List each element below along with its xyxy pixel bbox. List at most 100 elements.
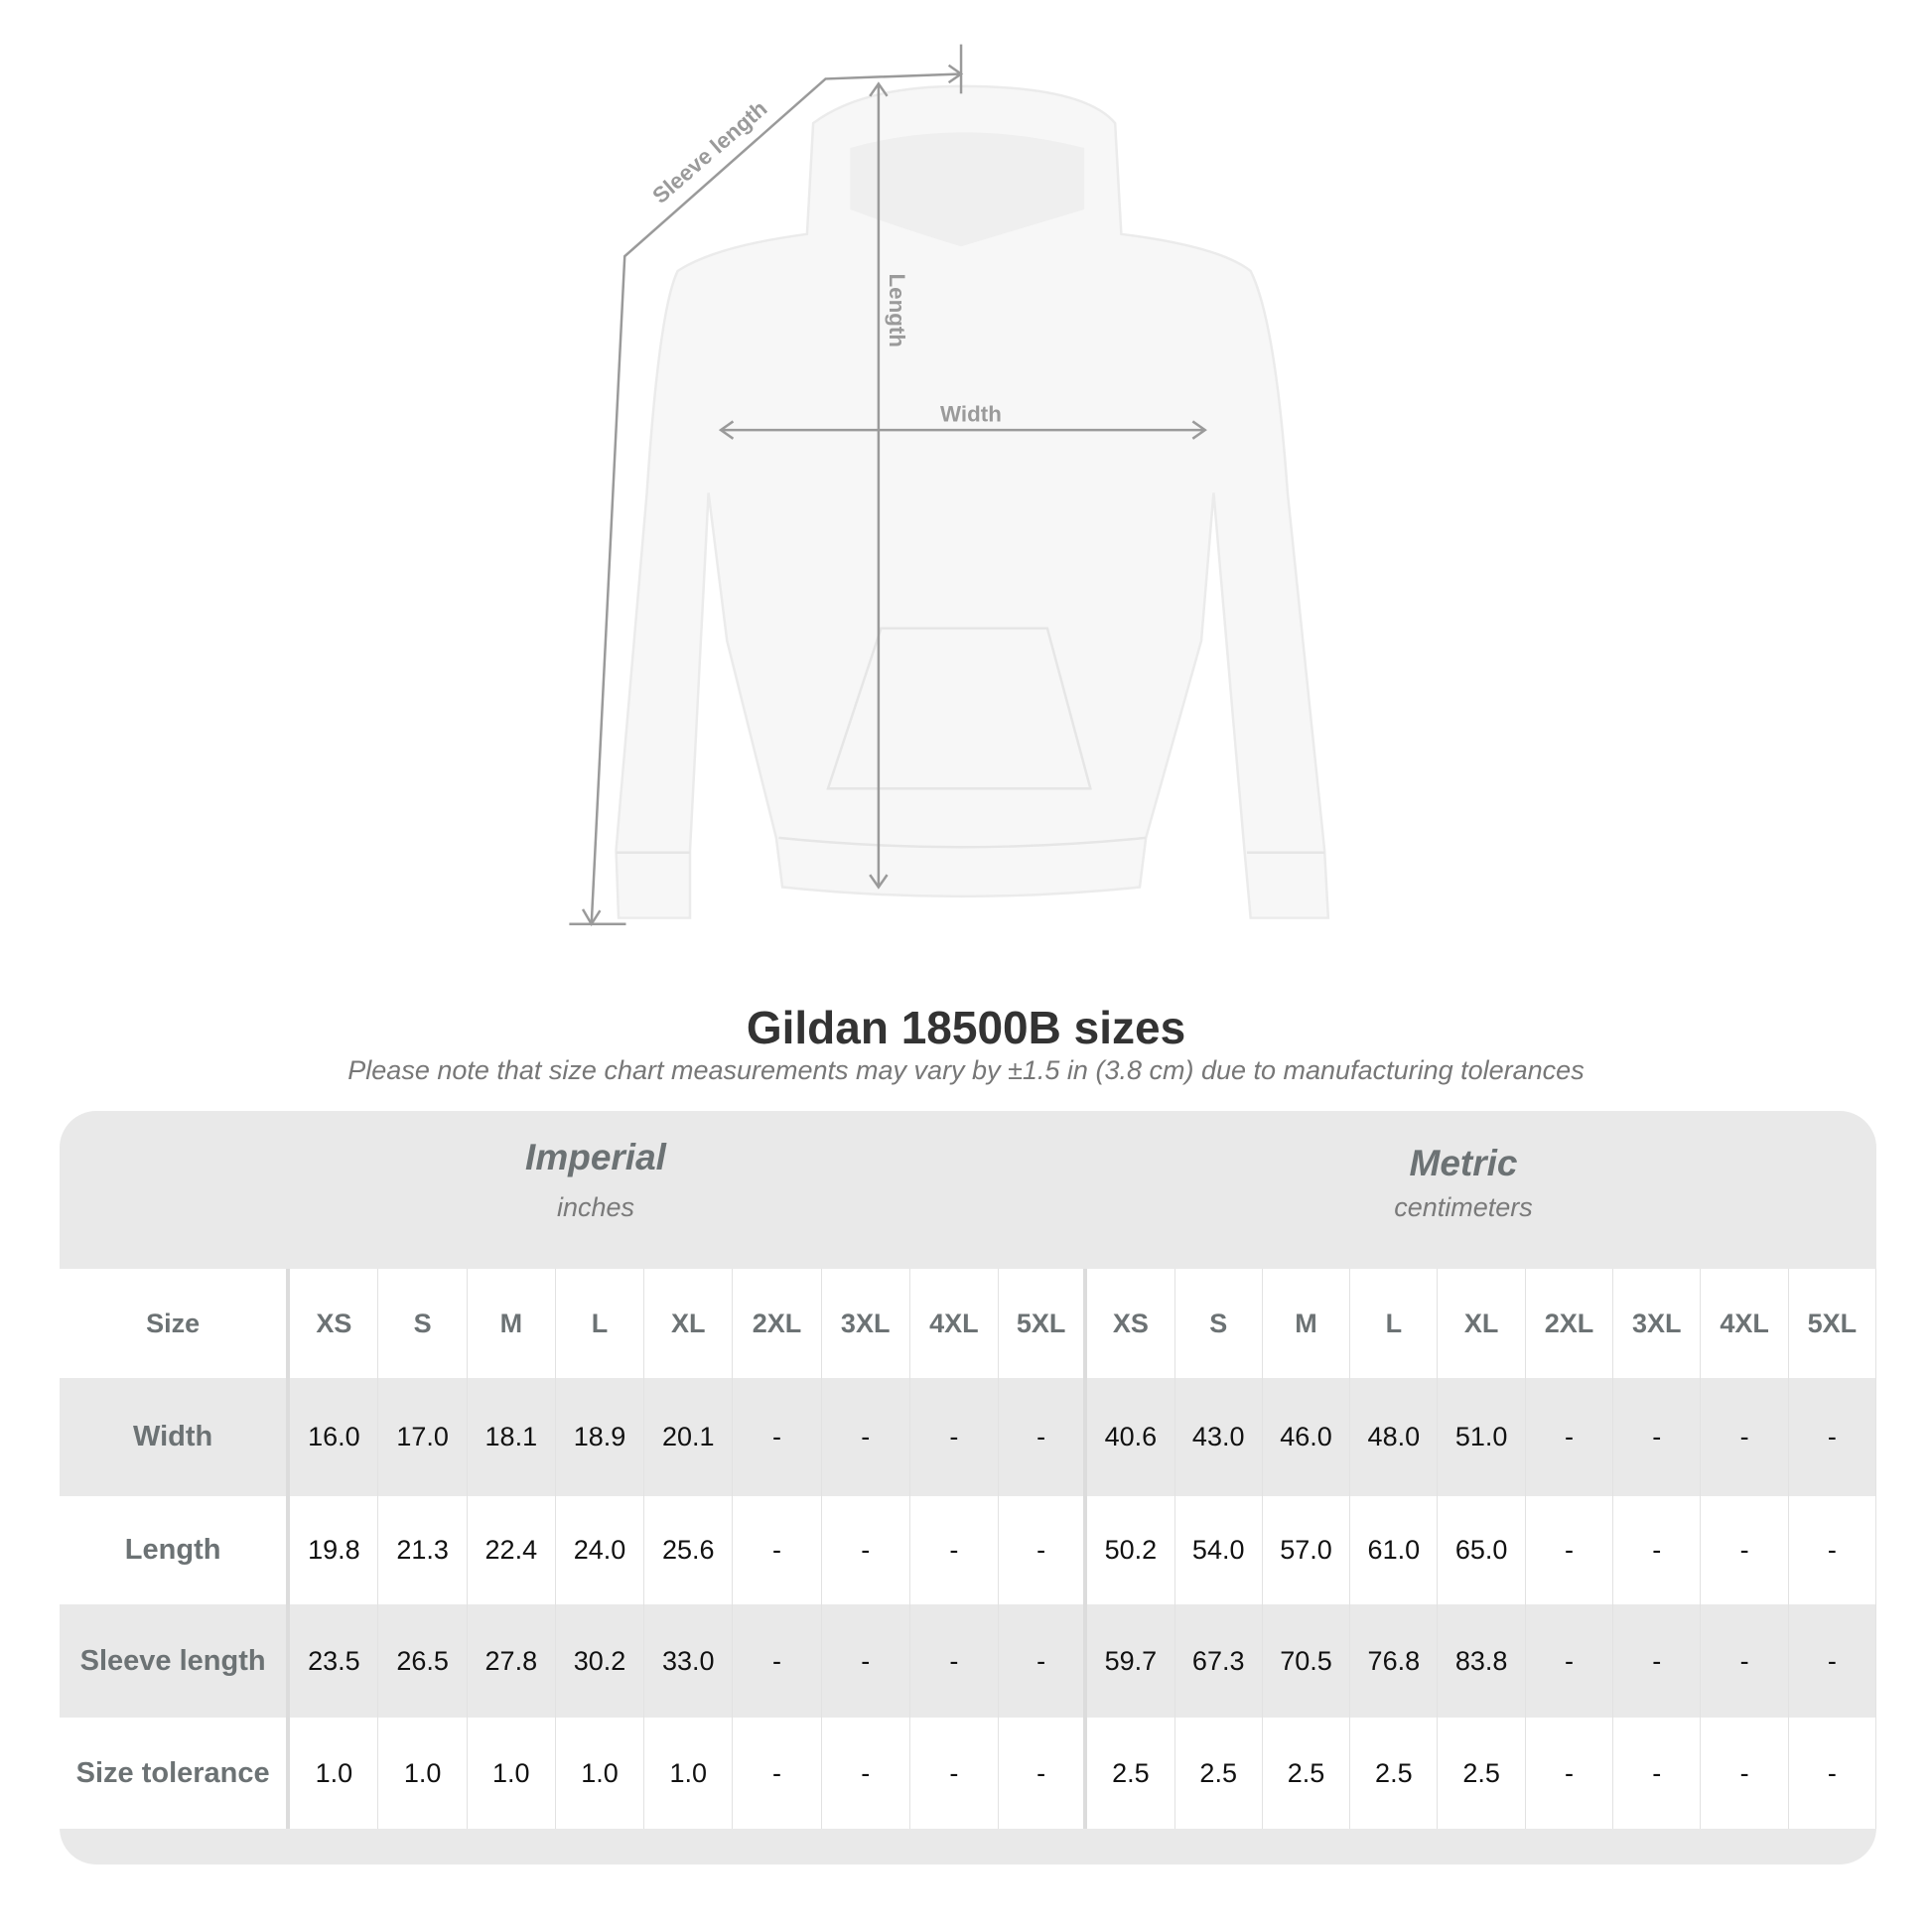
metric-size-header: 5XL [1789,1269,1876,1378]
metric-value: - [1526,1604,1614,1718]
imperial-value: 21.3 [378,1496,468,1604]
metric-value: - [1613,1604,1702,1718]
metric-value: 76.8 [1350,1604,1439,1718]
imperial-header: Imperial inches [298,1137,894,1223]
metric-value: - [1701,1496,1789,1604]
imperial-value: 1.0 [468,1718,556,1829]
metric-value: 2.5 [1087,1718,1175,1829]
imperial-value: - [999,1496,1088,1604]
metric-value: - [1789,1378,1876,1496]
imperial-value: - [822,1604,910,1718]
imperial-value: 1.0 [290,1718,379,1829]
metric-size-header: S [1175,1269,1263,1378]
metric-size-header: XS [1087,1269,1175,1378]
imperial-value: 1.0 [644,1718,734,1829]
metric-value: 67.3 [1175,1604,1263,1718]
imperial-value: - [910,1604,1000,1718]
metric-value: 2.5 [1175,1718,1263,1829]
table-row: Width 16.0 17.0 18.1 18.9 20.1- - - -40.6 43.0 46.… [60,1378,1876,1496]
imperial-size-header: 2XL [733,1269,822,1378]
imperial-value: 27.8 [468,1604,556,1718]
imperial-value: 22.4 [468,1496,556,1604]
hoodie-illustration [615,84,1330,919]
size-header-row: Size XS S M L XL 2XL 3XL 4XL 5XL XS S M L XL 2XL 3XL 4XL 5… [60,1269,1876,1378]
metric-value: - [1526,1718,1614,1829]
imperial-value: 30.2 [556,1604,645,1718]
row-label: Sleeve length [60,1604,291,1718]
imperial-size-header: XL [644,1269,734,1378]
imperial-value: - [999,1718,1088,1829]
imperial-value: 20.1 [644,1378,734,1496]
metric-value: - [1613,1496,1702,1604]
metric-value: 54.0 [1175,1496,1263,1604]
metric-value: - [1526,1378,1614,1496]
metric-value: 50.2 [1087,1496,1175,1604]
metric-header: Metric centimeters [1166,1143,1761,1223]
length-label: Length [885,274,909,347]
imperial-size-header: 3XL [822,1269,910,1378]
imperial-value: - [822,1496,910,1604]
imperial-size-header: L [556,1269,645,1378]
metric-value: - [1701,1378,1789,1496]
metric-value: 61.0 [1350,1496,1439,1604]
imperial-value: - [822,1378,910,1496]
imperial-size-header: M [468,1269,556,1378]
imperial-size-header: S [378,1269,468,1378]
table-row: Size tolerance 1.0 1.0 1.0 1.0 1.0- - - -2.5 2.5 2… [60,1718,1876,1829]
imperial-value: - [999,1604,1088,1718]
table-row: Length 19.8 21.3 22.4 24.0 25.6- - - -50.2 54.0 57… [60,1496,1876,1604]
hoodie-diagram: Sleeve length Length Width [569,44,1330,927]
imperial-value: - [910,1718,1000,1829]
page-title: Gildan 18500B sizes [746,1002,1186,1053]
row-label: Width [60,1378,291,1496]
sleeve-length-line [590,72,962,924]
imperial-value: 18.1 [468,1378,556,1496]
imperial-value: 1.0 [556,1718,645,1829]
metric-value: - [1789,1604,1876,1718]
metric-unit: centimeters [1394,1192,1533,1222]
metric-value: 83.8 [1438,1604,1526,1718]
row-label: Size [60,1269,291,1378]
metric-value: - [1789,1718,1876,1829]
metric-title: Metric [1409,1143,1518,1183]
imperial-size-header: 5XL [999,1269,1088,1378]
metric-value: 2.5 [1438,1718,1526,1829]
metric-size-header: 4XL [1701,1269,1789,1378]
metric-size-header: XL [1438,1269,1526,1378]
metric-value: 65.0 [1438,1496,1526,1604]
imperial-value: 1.0 [378,1718,468,1829]
metric-size-header: M [1263,1269,1351,1378]
metric-size-header: 3XL [1613,1269,1702,1378]
metric-value: 2.5 [1350,1718,1439,1829]
metric-value: 43.0 [1175,1378,1263,1496]
metric-value: 51.0 [1438,1378,1526,1496]
metric-value: - [1701,1718,1789,1829]
metric-value: - [1789,1496,1876,1604]
metric-value: 2.5 [1263,1718,1351,1829]
imperial-value: 24.0 [556,1496,645,1604]
row-label: Length [60,1496,291,1604]
imperial-value: - [733,1718,822,1829]
imperial-value: - [999,1378,1088,1496]
metric-value: 57.0 [1263,1496,1351,1604]
imperial-value: - [733,1496,822,1604]
metric-value: 70.5 [1263,1604,1351,1718]
imperial-value: 17.0 [378,1378,468,1496]
metric-value: - [1613,1378,1702,1496]
metric-value: - [1701,1604,1789,1718]
imperial-value: - [910,1496,1000,1604]
metric-value: - [1613,1718,1702,1829]
size-table: Imperial inches Metric centimeters Size X… [60,1111,1876,1864]
imperial-value: 16.0 [290,1378,379,1496]
metric-value: 46.0 [1263,1378,1351,1496]
imperial-value: - [822,1718,910,1829]
imperial-value: - [733,1378,822,1496]
imperial-title: Imperial [525,1137,666,1177]
metric-value: 59.7 [1087,1604,1175,1718]
imperial-unit: inches [556,1192,635,1222]
imperial-size-header: XS [290,1269,379,1378]
table-row: Sleeve length 23.5 26.5 27.8 30.2 33.0- - - -59.… [60,1604,1876,1718]
metric-size-header: L [1350,1269,1439,1378]
imperial-value: 23.5 [290,1604,379,1718]
imperial-value: 19.8 [290,1496,379,1604]
